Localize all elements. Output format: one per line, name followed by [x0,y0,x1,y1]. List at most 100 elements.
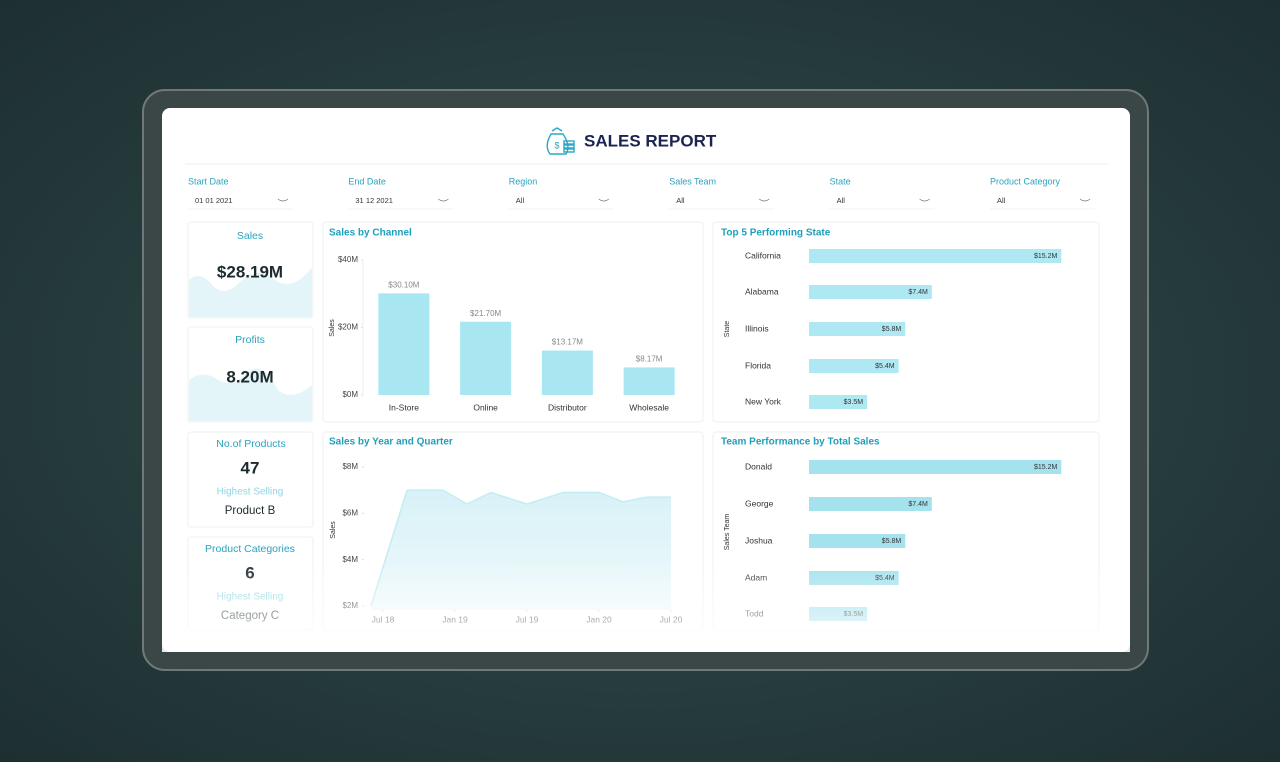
y-axis-label: Sales Team [724,514,731,551]
bar [809,460,1062,474]
category-label: Joshua [745,535,773,545]
kpi-value: 8.20M [226,367,273,386]
category-label: New York [745,396,782,406]
bar [378,293,430,395]
y-tick-label: $20M [338,323,358,332]
filter-label: Start Date [188,176,229,186]
filters: Start Date 01 01 2021 End Date 31 12 2021 Re… [188,176,1095,210]
value-label: $7.4M [908,289,928,296]
y-axis-label: State [724,321,731,337]
kpi-wave [189,268,312,317]
x-tick-label: Jan 20 [586,614,612,624]
bar [809,359,899,373]
bar [809,497,932,511]
kpi-value: $28.19M [217,262,283,281]
filter-value[interactable]: 01 01 2021 [195,196,233,205]
bar [460,321,512,395]
filter-chevron [758,198,770,202]
x-tick-label: Jul 20 [660,614,683,624]
bar [541,350,593,395]
value-label: $21.70M [470,309,501,318]
kpi-sub-label: Highest Selling [217,592,284,603]
x-tick-label: Jul 19 [516,614,539,624]
category-label: Alabama [745,286,779,296]
category-label: Adam [745,572,767,582]
filter-chevron [598,198,610,202]
y-tick-label: $40M [338,255,358,264]
kpi-label: No.of Products [216,438,285,450]
filter-label: Region [509,176,538,186]
filter-label: Product Category [990,176,1061,186]
x-tick-label: Jul 18 [372,614,395,624]
chart-title: Top 5 Performing State [721,228,831,239]
value-label: $13.17M [552,338,583,347]
y-tick-label: $4M [342,555,358,564]
value-label: $5.4M [875,363,895,370]
kpi-card [187,431,314,528]
kpi-sub-label: Highest Selling [217,487,284,498]
bar [809,285,932,299]
svg-text:$: $ [554,140,559,150]
bar [809,395,868,409]
kpi-value: 47 [241,458,260,477]
x-tick-label: Distributor [548,402,587,412]
kpi-value: 6 [245,563,254,582]
value-label: $3.5M [844,611,864,618]
filter-chevron [438,198,449,202]
filter-value[interactable]: All [676,196,685,205]
value-label: $15.2M [1034,464,1058,471]
area-line [370,489,671,607]
value-label: $7.4M [908,501,928,508]
bar [623,367,675,395]
filter-chevron [277,198,289,202]
x-tick-label: Wholesale [629,402,669,412]
y-tick-label: $0M [342,390,358,399]
category-label: California [745,250,781,260]
filter-value[interactable]: 31 12 2021 [355,196,393,205]
category-label: George [745,498,774,508]
chart-title: Team Performance by Total Sales [721,437,880,448]
filter-label: End Date [348,176,386,186]
area-fill [371,490,671,610]
value-label: $5.8M [882,538,902,545]
kpi-label: Sales [237,230,263,242]
filter-chevron [1079,198,1091,202]
x-tick-label: In-Store [389,402,420,412]
y-tick-label: $8M [342,462,358,471]
value-label: $5.8M [882,326,902,333]
kpi-label: Profits [235,334,265,346]
kpi-sub-value: Category C [221,610,279,622]
x-tick-label: Online [473,402,498,412]
value-label: $30.10M [388,281,419,290]
value-label: $3.5M [844,399,864,406]
filter-chevron [919,198,930,202]
filter-value[interactable]: All [516,196,525,205]
value-label: $8.17M [636,355,663,364]
filter-value[interactable]: All [997,196,1006,205]
y-tick-label: $2M [342,601,358,610]
x-tick-label: Jan 19 [442,614,468,624]
y-axis-label: Sales [329,319,336,337]
category-label: Donald [745,461,772,471]
category-label: Illinois [745,323,769,333]
category-label: Todd [745,608,764,618]
y-axis-label: Sales [330,521,337,539]
kpi-sub-value: Product B [225,505,276,517]
bar [809,249,1062,263]
chart-title: Sales by Year and Quarter [329,437,453,448]
value-label: $5.4M [875,575,895,582]
value-label: $15.2M [1034,253,1058,260]
filter-label: State [830,176,851,186]
report-title: SALES REPORT [584,131,717,150]
kpi-wave [189,368,312,421]
bar [809,322,906,336]
chart-title: Sales by Channel [329,228,412,239]
kpi-label: Product Categories [205,543,295,555]
filter-value[interactable]: All [837,196,846,205]
category-label: Florida [745,360,771,370]
header-icon: $ [546,127,575,155]
bar [809,534,906,548]
filter-label: Sales Team [669,176,716,186]
y-tick-label: $6M [342,508,358,517]
